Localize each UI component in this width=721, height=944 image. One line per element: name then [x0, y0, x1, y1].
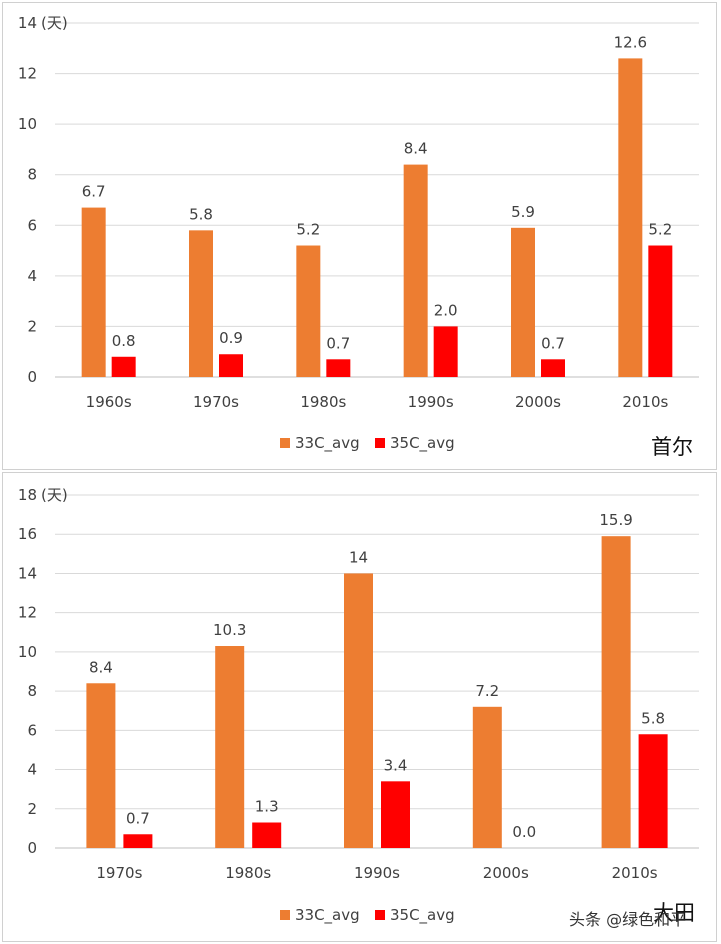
- bar-33c: [215, 646, 245, 848]
- data-label: 5.2: [296, 221, 320, 239]
- x-tick-label: 2000s: [483, 864, 529, 882]
- y-tick-label: 12: [18, 604, 37, 622]
- y-tick-label: 2: [27, 800, 37, 818]
- bar-33c: [511, 227, 535, 377]
- y-tick-label: 18: [18, 486, 37, 504]
- bar-33c: [403, 164, 428, 377]
- bar-33c: [344, 573, 373, 848]
- legend-label: 35C_avg: [390, 434, 455, 453]
- x-tick-label: 1970s: [193, 393, 239, 411]
- bar-35c: [252, 822, 282, 848]
- y-tick-label: 10: [18, 115, 37, 133]
- x-tick-label: 1970s: [96, 864, 142, 882]
- data-label: 0.0: [512, 823, 536, 841]
- data-label: 5.2: [648, 221, 672, 239]
- y-tick-label: 2: [27, 317, 37, 335]
- data-label: 1.3: [255, 798, 279, 816]
- watermark: 头条 @绿色和平: [569, 910, 687, 929]
- legend-swatch: [280, 438, 290, 448]
- daejeon-chart-panel: 0 2 4 6 8 10 12 14 16 18 (天) 1970s 8.4 0.7 1980s 10.3 1.…: [2, 472, 717, 942]
- data-label: 14: [349, 548, 368, 566]
- data-label: 8.4: [404, 140, 428, 158]
- y-tick-label: 10: [18, 643, 37, 661]
- data-label: 10.3: [213, 621, 246, 639]
- y-axis-unit: (天): [41, 486, 68, 504]
- bar-35c: [648, 245, 673, 377]
- bar-33c: [601, 536, 631, 848]
- y-tick-label: 14: [18, 564, 37, 582]
- data-label: 0.7: [126, 809, 150, 827]
- bar-35c: [326, 359, 351, 377]
- data-label: 8.4: [89, 658, 113, 676]
- y-tick-label: 4: [27, 761, 37, 779]
- daejeon-bar-chart: 0 2 4 6 8 10 12 14 16 18 (天) 1970s 8.4 0.7 1980s 10.3 1.…: [18, 486, 699, 925]
- y-tick-label: 12: [18, 65, 37, 83]
- y-tick-label: 8: [27, 682, 37, 700]
- chart-title-daejeon: 大田: [653, 901, 695, 925]
- bar-35c: [541, 359, 565, 377]
- bar-33c: [81, 207, 106, 377]
- bar-35c: [123, 834, 153, 848]
- data-label: 5.9: [511, 203, 535, 221]
- bar-35c: [638, 734, 668, 848]
- x-tick-label: 1990s: [354, 864, 400, 882]
- data-label: 3.4: [384, 756, 408, 774]
- data-label: 7.2: [475, 682, 499, 700]
- x-tick-label: 1980s: [225, 864, 271, 882]
- x-tick-label: 1980s: [300, 393, 346, 411]
- legend-swatch: [375, 438, 385, 448]
- data-label: 6.7: [82, 183, 106, 201]
- legend-swatch: [280, 910, 290, 920]
- x-tick-label: 2010s: [622, 393, 668, 411]
- x-tick-label: 2010s: [612, 864, 658, 882]
- legend-label: 33C_avg: [295, 434, 360, 453]
- legend-label: 33C_avg: [295, 906, 360, 925]
- x-tick-label: 1990s: [408, 393, 454, 411]
- y-tick-label: 6: [27, 721, 37, 739]
- data-label: 12.6: [614, 33, 647, 51]
- bar-35c: [381, 781, 410, 848]
- y-axis-unit: (天): [41, 14, 68, 32]
- x-tick-label: 1960s: [86, 393, 132, 411]
- y-tick-label: 0: [27, 839, 37, 857]
- data-label: 2.0: [434, 301, 458, 319]
- data-label: 0.9: [219, 329, 243, 347]
- bar-33c: [296, 245, 321, 377]
- data-label: 0.7: [541, 334, 565, 352]
- bar-33c: [472, 706, 502, 848]
- bar-33c: [618, 58, 643, 378]
- legend-label: 35C_avg: [390, 906, 455, 925]
- y-tick-label: 4: [27, 267, 37, 285]
- seoul-bar-chart: 0 2 4 6 8 10 12 14 (天) 1960s 6.7 0.8 1970s 5.8 0.9 1980…: [18, 14, 699, 453]
- bar-35c: [111, 356, 136, 377]
- bar-35c: [219, 354, 243, 377]
- y-tick-label: 6: [27, 216, 37, 234]
- y-tick-label: 16: [18, 525, 37, 543]
- data-label: 15.9: [599, 511, 632, 529]
- y-tick-label: 0: [27, 368, 37, 386]
- bar-33c: [86, 683, 116, 848]
- data-label: 5.8: [641, 709, 665, 727]
- seoul-chart-panel: 0 2 4 6 8 10 12 14 (天) 1960s 6.7 0.8 1970s 5.8 0.9 1980…: [2, 2, 717, 470]
- legend-swatch: [375, 910, 385, 920]
- chart-title-seoul: 首尔: [651, 435, 693, 459]
- data-label: 0.7: [326, 334, 350, 352]
- bar-35c: [433, 326, 458, 377]
- data-label: 0.8: [112, 332, 136, 350]
- x-tick-label: 2000s: [515, 393, 561, 411]
- data-label: 5.8: [189, 205, 213, 223]
- bar-33c: [189, 230, 213, 377]
- y-tick-label: 8: [27, 166, 37, 184]
- y-tick-label: 14: [18, 14, 37, 32]
